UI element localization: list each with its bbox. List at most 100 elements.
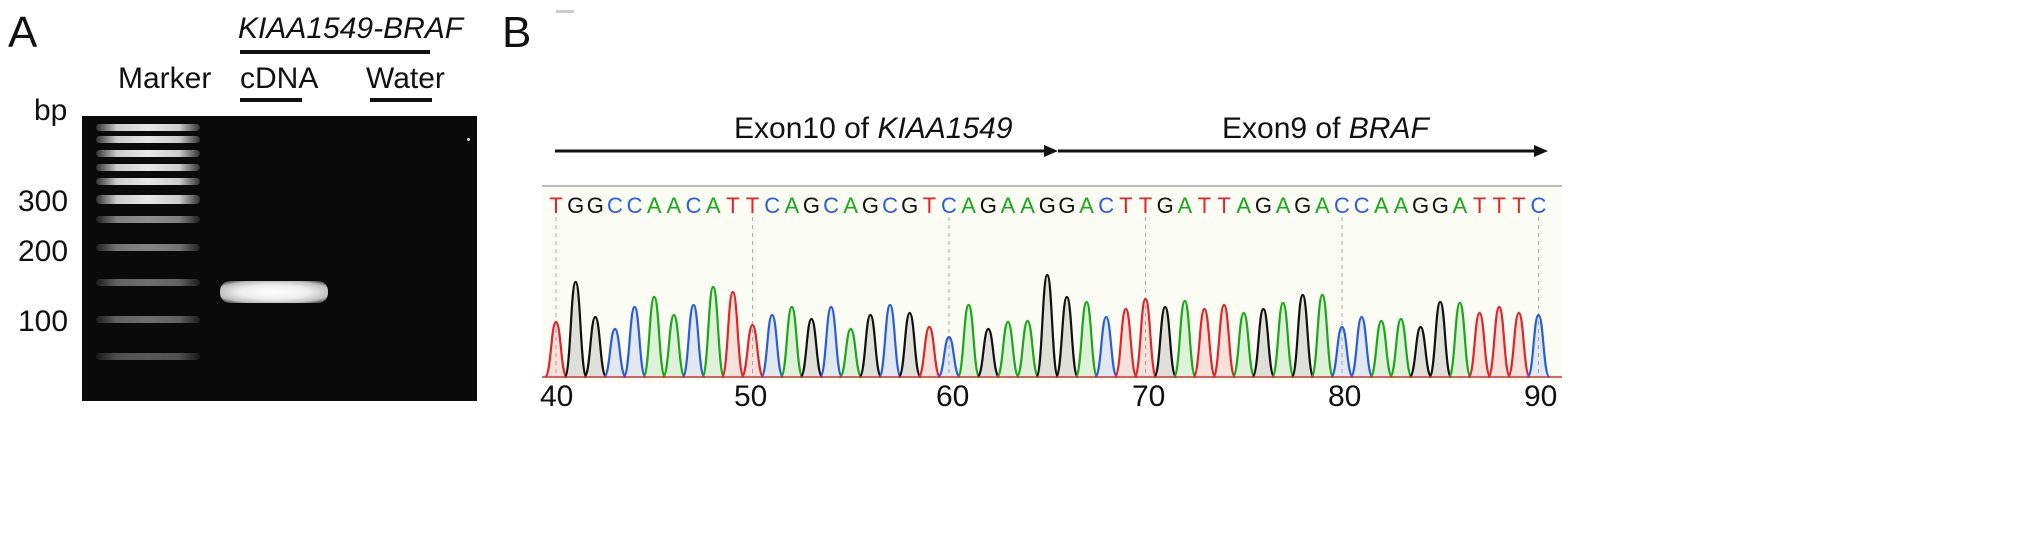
trace-peak [1408,325,1433,379]
base-call: G [1058,193,1075,218]
trace-peak [1054,295,1079,379]
trace-peak [819,305,844,379]
base-call: G [1039,193,1056,218]
base-call: T [726,193,739,218]
trace-peak [1369,319,1394,379]
base-call: C [823,193,839,218]
gel-image [82,116,477,401]
trace-peak [1074,300,1099,379]
construct-bar [240,50,430,54]
base-call: T [1119,193,1132,218]
position-tick-40: 40 [540,380,574,413]
base-call: G [1255,193,1272,218]
trace-peak [1172,299,1197,379]
base-call: T [1512,193,1525,218]
trace-peak [936,335,962,379]
base-call: A [1079,193,1094,218]
trace-peak [1349,315,1374,379]
trace-peak [1506,311,1531,379]
base-call: G [862,193,879,218]
trace-peak [1133,297,1158,379]
gel-speck [467,138,470,141]
trace-peak [1212,303,1237,379]
base-call: A [1374,193,1389,218]
trace-peak [1192,307,1217,379]
trace-peak [779,305,804,379]
base-call: C [686,193,702,218]
base-call: A [1276,193,1291,218]
position-tick-50: 50 [734,380,768,413]
position-tick-90: 90 [1524,380,1558,413]
base-call: G [980,193,997,218]
trace-peak [1447,301,1472,379]
trace-peak [602,327,628,379]
base-call: T [1473,193,1486,218]
base-call: A [1020,193,1035,218]
base-call: C [1334,193,1350,218]
trace-peak [1467,311,1492,379]
ladder-band [96,316,200,323]
exon-left-label: Exon10 of KIAA1549 [734,112,1013,145]
base-call: A [1315,193,1330,218]
base-call: A [1394,193,1409,218]
base-call: A [961,193,976,218]
ladder-band [96,244,200,251]
base-call: C [764,193,780,218]
size-label-200: 200 [18,235,69,268]
ladder-band [96,178,200,185]
position-tick-70: 70 [1132,380,1166,413]
base-call: T [549,193,562,218]
trace-peak [838,327,863,379]
ladder-band [96,195,200,204]
base-call: C [607,193,623,218]
trace-peak [956,303,981,379]
base-call: G [587,193,604,218]
base-call: C [1531,193,1547,218]
trace-peak [1487,305,1512,379]
trace-peak [720,290,745,379]
header-smudge [556,10,574,13]
trace-peak [1231,311,1256,379]
lane-bar-water [370,98,432,102]
trace-peak [1290,293,1315,379]
size-label-100: 100 [18,305,69,338]
exon-right-label: Exon9 of BRAF [1222,112,1429,145]
base-call: T [1139,193,1152,218]
base-call: G [901,193,918,218]
base-call: A [667,193,682,218]
construct-label: KIAA1549-BRAF [238,12,464,45]
base-call: T [746,193,759,218]
position-tick-60: 60 [936,380,970,413]
base-call: C [1098,193,1114,218]
trace-peak [1329,325,1355,379]
trace-peak [583,315,608,379]
base-call: C [627,193,643,218]
trace-peak [995,320,1021,379]
trace-peak [897,311,922,379]
base-call: A [647,193,662,218]
base-call: A [784,193,799,218]
trace-peak [1035,273,1060,379]
trace-peak [661,313,686,379]
trace-peak [701,285,726,379]
trace-peak [1428,300,1453,379]
lane-bar-cdna [240,98,302,102]
trace-peak [1388,317,1414,379]
trace-peak [976,327,1001,379]
trace-peak [917,325,942,379]
base-call: G [1412,193,1429,218]
ladder-band [96,216,200,223]
base-call: C [941,193,957,218]
lane-label-marker: Marker [118,62,212,95]
trace-peak [1153,305,1178,379]
base-call: G [567,193,584,218]
base-call: A [1236,193,1251,218]
base-call: T [1217,193,1230,218]
base-call: T [1198,193,1211,218]
ladder-band [96,136,200,143]
trace-peak [1251,307,1276,379]
base-call: G [803,193,820,218]
trace-peak [563,280,588,379]
